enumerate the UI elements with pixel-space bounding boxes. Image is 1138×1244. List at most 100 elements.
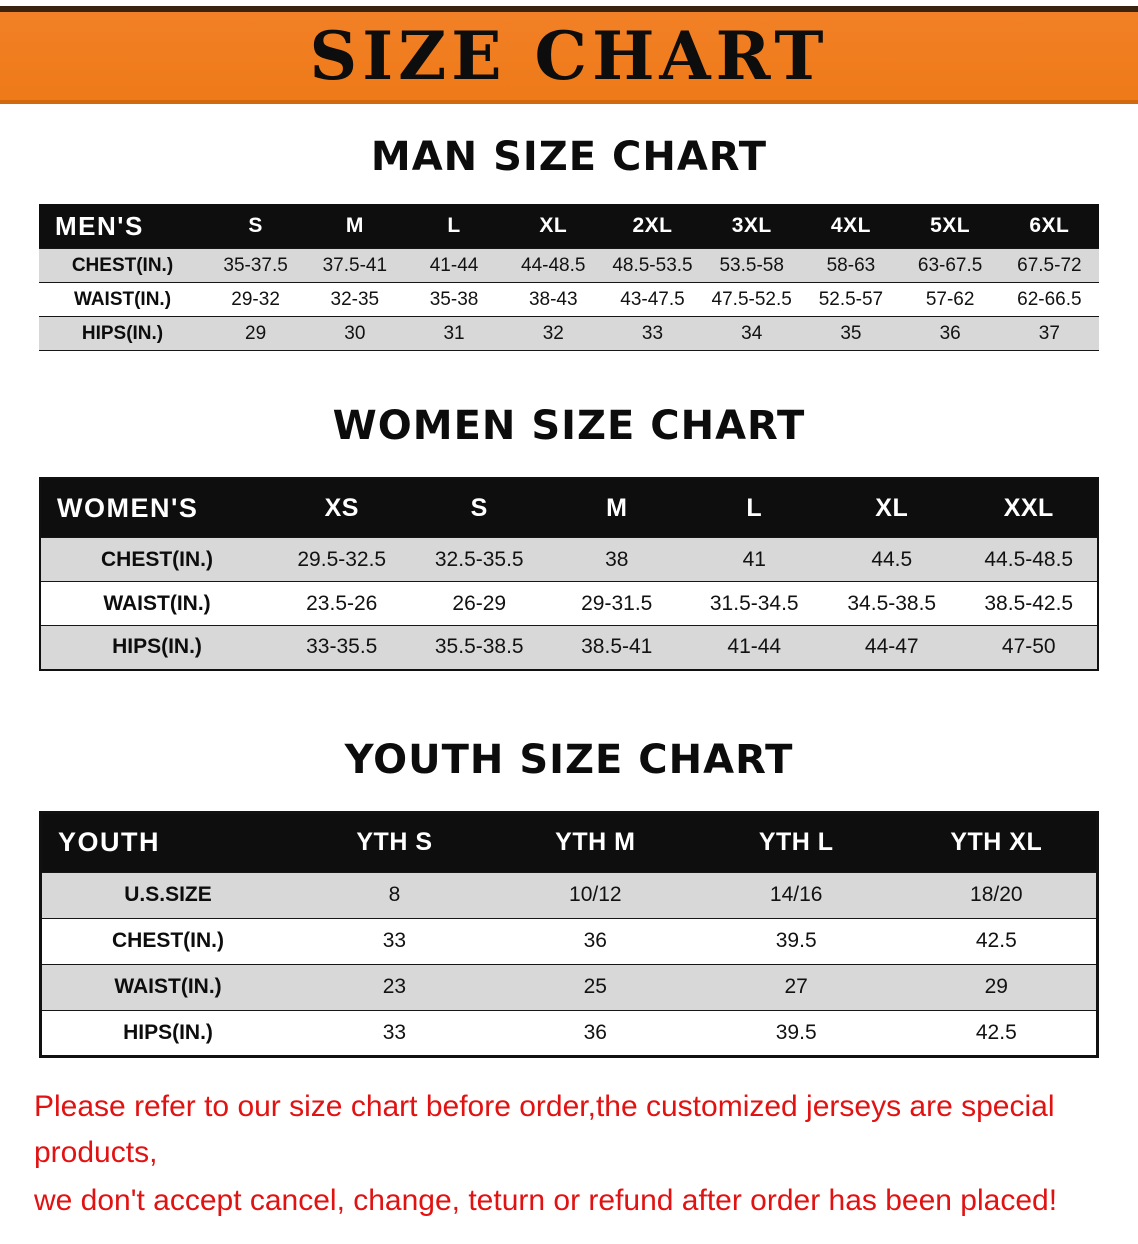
measurement-row: WAIST(IN.) 23.5-26 26-29 29-31.5 31.5-34.5 34… [40, 581, 1098, 626]
table-title-cell: YOUTH [40, 812, 294, 872]
table-header-row: WOMEN'S XS S M L XL XXL [40, 478, 1098, 538]
size-column-header: YTH M [494, 812, 696, 872]
size-column-header: XL [823, 478, 961, 538]
size-column-header: 3XL [702, 204, 802, 249]
size-value-cell: 41 [742, 547, 766, 571]
size-value-cell: 33 [641, 322, 664, 344]
size-value-cell: 44.5-48.5 [984, 547, 1074, 571]
size-value-cell: 35-37.5 [223, 254, 288, 276]
size-value-cell: 34 [741, 322, 763, 344]
size-value-cell: 32-35 [330, 288, 380, 310]
size-value-cell: 43-47.5 [620, 288, 685, 310]
size-value-cell: 23 [382, 975, 407, 998]
women-section-heading: WOMEN SIZE CHART [332, 403, 806, 449]
size-value-cell: 41-44 [727, 635, 782, 659]
size-value-cell: 52.5-57 [818, 288, 884, 310]
size-column-header: XXL [960, 478, 1098, 538]
women-size-section: WOMEN SIZE CHART WOMEN'S XS S M L XL XXL CHEST(… [0, 403, 1138, 671]
row-label-cell: WAIST(IN.) [103, 591, 211, 615]
measurement-row: HIPS(IN.) 29 30 31 32 33 34 35 36 37 [39, 316, 1099, 351]
measurement-row: HIPS(IN.) 33-35.5 35.5-38.5 38.5-41 41-44 44-… [40, 625, 1098, 670]
row-label-cell: WAIST(IN.) [73, 288, 172, 310]
size-value-cell: 8 [388, 883, 401, 906]
measurement-row: U.S.SIZE 8 10/12 14/16 18/20 [40, 872, 1098, 918]
measurement-row: WAIST(IN.) 29-32 32-35 35-38 38-43 43-47.5 47.… [39, 282, 1099, 317]
row-label-cell: CHEST(IN.) [101, 547, 213, 571]
measurement-row: HIPS(IN.) 33 36 39.5 42.5 [40, 1010, 1098, 1056]
size-value-cell: 33 [382, 1020, 407, 1044]
men-size-table: MEN'S S M L XL 2XL 3XL 4XL 5XL 6XL CHEST(IN.) 35-37… [39, 204, 1099, 351]
youth-section-heading: YOUTH SIZE CHART [344, 736, 794, 783]
row-label-cell: CHEST(IN.) [112, 929, 224, 952]
size-value-cell: 48.5-53.5 [612, 254, 693, 276]
youth-size-section: YOUTH SIZE CHART YOUTH YTH S YTH M YTH L YTH… [0, 737, 1138, 1058]
size-value-cell: 31 [443, 322, 465, 344]
table-title-cell: WOMEN'S [40, 478, 273, 538]
size-value-cell: 33-35.5 [306, 635, 378, 659]
size-value-cell: 36 [583, 1020, 607, 1044]
size-value-cell: 23.5-26 [306, 591, 378, 615]
measurement-row: CHEST(IN.) 29.5-32.5 32.5-35.5 38 41 44.5 44.5… [40, 537, 1098, 582]
women-size-table: WOMEN'S XS S M L XL XXL CHEST(IN.) 29.5-32.5 32.5… [39, 477, 1099, 671]
size-value-cell: 29-32 [231, 288, 280, 310]
size-column-header: XS [273, 478, 411, 538]
size-value-cell: 41-44 [429, 254, 479, 276]
size-value-cell: 47-50 [1001, 635, 1056, 659]
size-column-header: 6XL [999, 204, 1099, 249]
size-value-cell: 34.5-38.5 [847, 591, 937, 615]
size-value-cell: 39.5 [775, 1020, 817, 1044]
table-header-row: YOUTH YTH S YTH M YTH L YTH XL [40, 812, 1098, 872]
size-value-cell: 37 [1038, 322, 1060, 344]
size-value-cell: 44-48.5 [521, 254, 586, 276]
size-column-header: L [685, 478, 823, 538]
banner: SIZE CHART [0, 6, 1138, 104]
size-value-cell: 67.5-72 [1017, 254, 1082, 276]
size-value-cell: 33 [382, 929, 407, 952]
size-value-cell: 18/20 [970, 883, 1023, 906]
size-value-cell: 58-63 [826, 254, 876, 276]
size-column-header: XL [503, 204, 603, 249]
size-value-cell: 57-62 [925, 288, 975, 310]
size-value-cell: 42.5 [975, 1020, 1017, 1044]
measurement-row: CHEST(IN.) 33 36 39.5 42.5 [40, 918, 1098, 964]
row-label-cell: HIPS(IN.) [112, 635, 202, 659]
row-label-cell: CHEST(IN.) [71, 254, 174, 276]
size-value-cell: 44.5 [871, 547, 913, 571]
size-value-cell: 35-38 [429, 288, 479, 310]
size-value-cell: 26-29 [452, 591, 507, 615]
row-label-cell: HIPS(IN.) [81, 322, 164, 344]
size-column-header: 4XL [801, 204, 901, 249]
order-notice: Please refer to our size chart before or… [0, 1084, 1138, 1244]
size-value-cell: 36 [939, 322, 961, 344]
size-value-cell: 29 [245, 322, 267, 344]
size-value-cell: 53.5-58 [719, 254, 784, 276]
row-label-cell: U.S.SIZE [124, 883, 212, 906]
notice-line-2: we don't accept cancel, change, teturn o… [34, 1183, 1058, 1217]
size-value-cell: 35 [840, 322, 862, 344]
size-value-cell: 35.5-38.5 [434, 635, 524, 659]
size-value-cell: 62-66.5 [1017, 288, 1082, 310]
size-value-cell: 32.5-35.5 [434, 547, 524, 571]
size-column-header: 5XL [900, 204, 1000, 249]
size-column-header: S [410, 478, 548, 538]
size-value-cell: 38.5-42.5 [984, 591, 1074, 615]
size-value-cell: 42.5 [975, 929, 1017, 952]
size-value-cell: 44-47 [864, 635, 919, 659]
notice-line-1: Please refer to our size chart before or… [34, 1089, 1055, 1169]
size-value-cell: 36 [583, 929, 607, 952]
size-column-header: YTH L [695, 812, 897, 872]
size-value-cell: 14/16 [769, 883, 823, 906]
men-section-heading: MAN SIZE CHART [370, 134, 768, 180]
size-value-cell: 37.5-41 [322, 254, 388, 276]
page-title: SIZE CHART [309, 17, 829, 95]
table-header-row: MEN'S S M L XL 2XL 3XL 4XL 5XL 6XL [39, 204, 1099, 249]
size-value-cell: 38.5-41 [581, 635, 653, 659]
size-column-header: M [305, 204, 405, 249]
size-column-header: YTH S [294, 812, 495, 872]
size-value-cell: 38-43 [528, 288, 578, 310]
size-column-header: YTH XL [896, 812, 1098, 872]
size-value-cell: 32 [542, 322, 564, 344]
size-value-cell: 31.5-34.5 [709, 591, 799, 615]
row-label-cell: HIPS(IN.) [123, 1020, 213, 1044]
